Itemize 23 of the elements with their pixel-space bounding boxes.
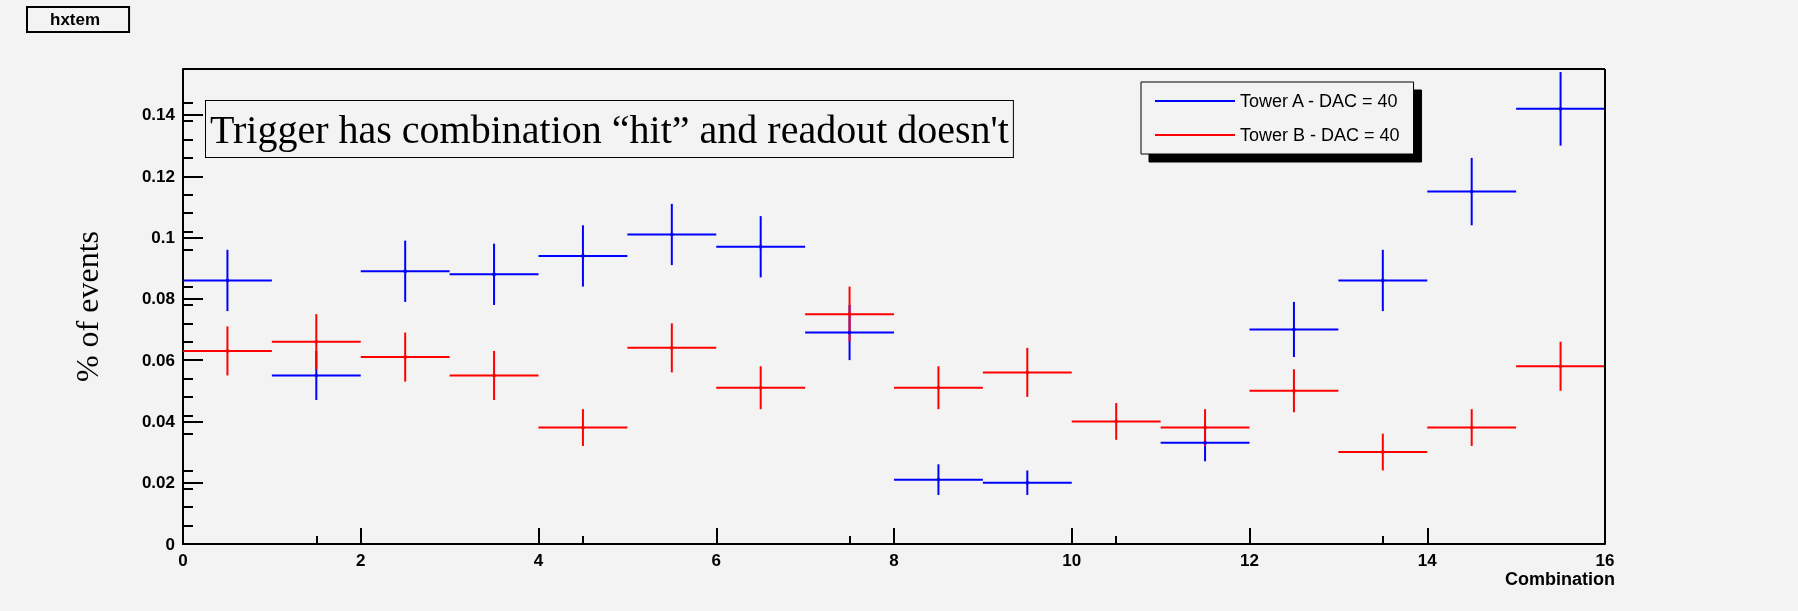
x-tick-label: 12 [1240, 551, 1259, 570]
x-axis-title: Combination [1505, 569, 1615, 589]
x-tick-label: 10 [1062, 551, 1082, 570]
legend-label: Tower A - DAC = 40 [1240, 91, 1398, 111]
y-tick-label: 0.04 [141, 411, 176, 431]
x-tick-label: 6 [711, 551, 721, 570]
x-tick-label: 16 [1595, 551, 1615, 570]
text: hxtem [50, 10, 101, 29]
y-tick-label: 0.12 [141, 166, 175, 186]
x-tick-label: 8 [889, 551, 899, 570]
y-axis-title: % of events [69, 230, 105, 383]
x-tick-label: 14 [1417, 551, 1438, 570]
legend-label: Tower B - DAC = 40 [1240, 125, 1400, 145]
y-tick-label: 0.08 [141, 289, 175, 309]
y-tick-label: 0.14 [141, 105, 176, 125]
x-tick-label: 4 [533, 551, 544, 570]
y-tick-label: 0.02 [141, 473, 175, 493]
x-tick-label: 0 [178, 551, 188, 570]
annotation: Trigger has combination “hit” and readout doesn't [210, 106, 1009, 152]
x-tick-label: 2 [356, 551, 366, 570]
y-tick-label: 0.1 [151, 228, 175, 248]
y-tick-label: 0.06 [141, 350, 175, 370]
y-tick-label: 0 [165, 534, 175, 554]
